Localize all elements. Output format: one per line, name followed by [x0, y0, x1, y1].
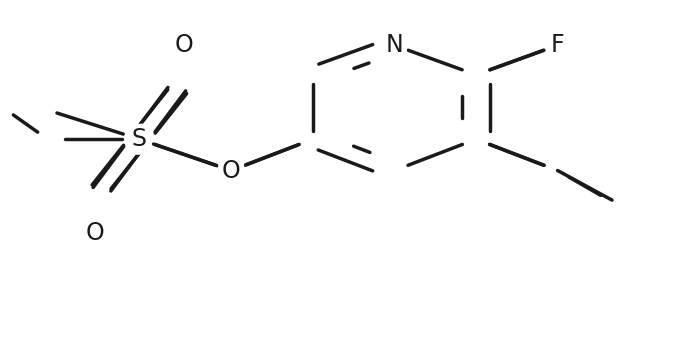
Text: N: N [386, 33, 403, 57]
Text: F: F [551, 33, 564, 57]
Text: O: O [86, 221, 105, 245]
Text: O: O [174, 33, 193, 57]
Text: O: O [222, 159, 241, 182]
Text: S: S [132, 127, 147, 151]
